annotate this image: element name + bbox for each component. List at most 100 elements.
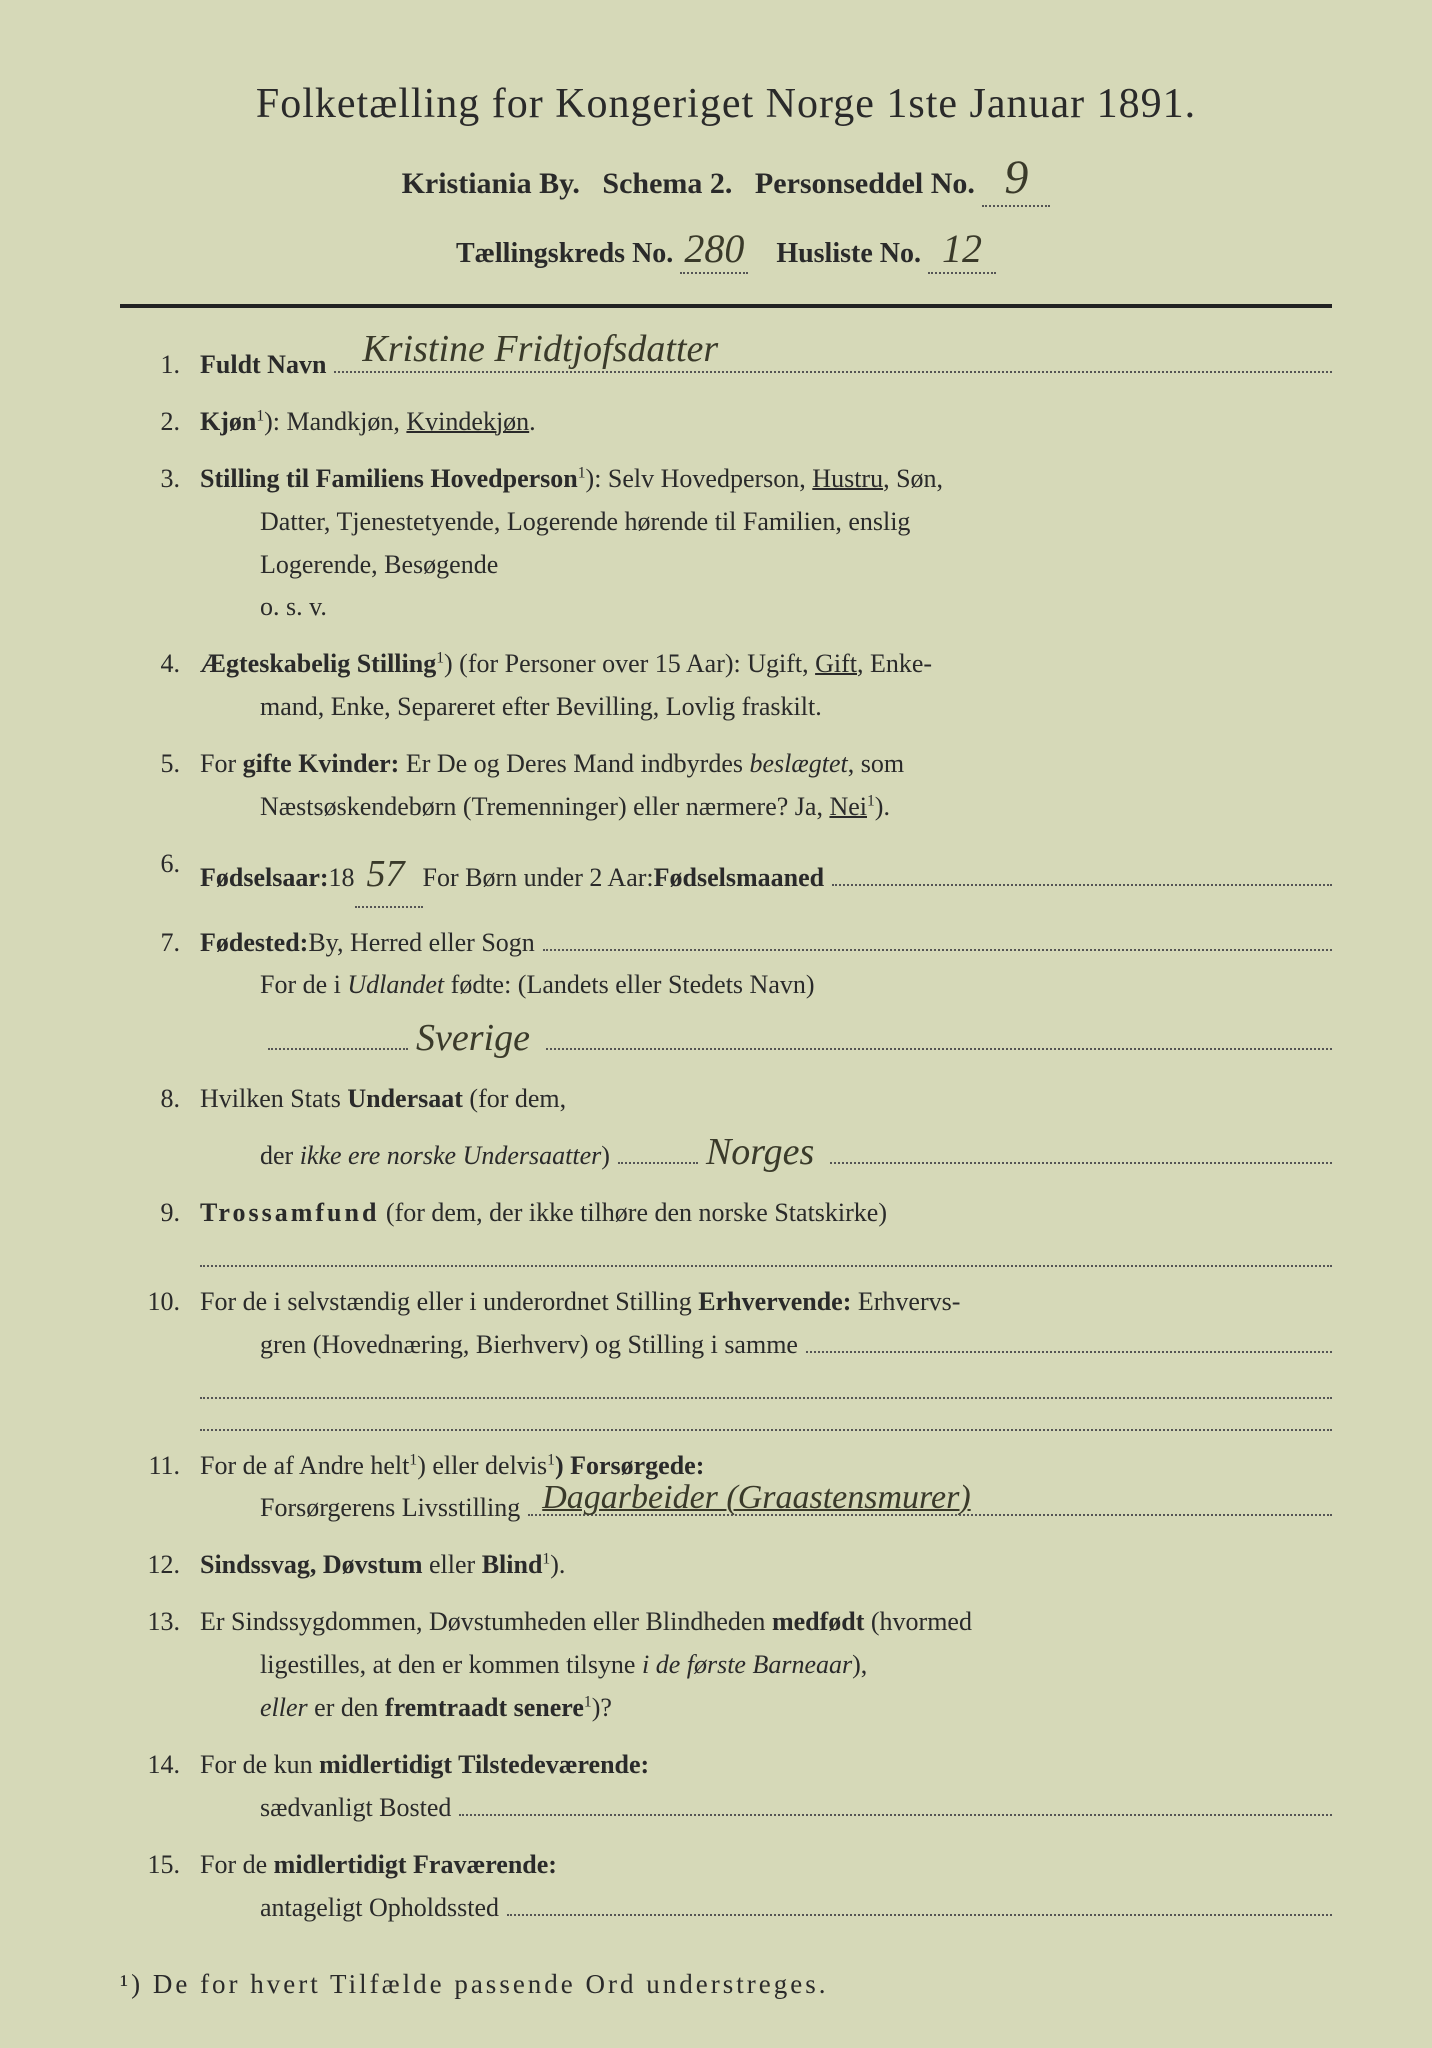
husliste-label: Husliste No. bbox=[776, 238, 921, 269]
city-label: Kristiania By. bbox=[402, 167, 580, 200]
item-7-field1 bbox=[543, 923, 1332, 951]
item-7-body: Fødested: By, Herred eller Sogn For de i… bbox=[200, 922, 1332, 1064]
item-3-body: Stilling til Familiens Hovedperson1): Se… bbox=[200, 458, 1332, 630]
item-14-body: For de kun midlertidigt Tilstedeværende:… bbox=[200, 1744, 1332, 1830]
item-14-field bbox=[459, 1788, 1332, 1816]
item-9-text: (for dem, der ikke tilhøre den norske St… bbox=[379, 1198, 887, 1227]
item-2-body: Kjøn1): Mandkjøn, Kvindekjøn. bbox=[200, 401, 1332, 444]
item-12-num: 12. bbox=[120, 1544, 200, 1587]
person-label: Personseddel No. bbox=[755, 167, 975, 200]
item-6-label2: Fødselsmaaned bbox=[654, 857, 824, 900]
item-14-num: 14. bbox=[120, 1744, 200, 1787]
item-13-text1: Er Sindssygdommen, Døvstumheden eller Bl… bbox=[200, 1607, 772, 1636]
subtitle-2: Tællingskreds No. 280 Husliste No. 12 bbox=[120, 225, 1332, 274]
item-14-cont-label: sædvanligt Bosted bbox=[260, 1787, 451, 1830]
item-5-cont1: Næstsøskendebørn (Tremenninger) eller næ… bbox=[200, 786, 1332, 829]
item-10-line1 bbox=[200, 1373, 1332, 1399]
item-11-cont: Forsørgerens Livsstilling Dagarbeider (G… bbox=[200, 1487, 1332, 1530]
item-5: 5. For gifte Kvinder: Er De og Deres Man… bbox=[120, 743, 1332, 829]
item-15-cont-label: antageligt Opholdssted bbox=[260, 1887, 499, 1930]
item-2-num: 2. bbox=[120, 401, 200, 444]
item-1-field: Kristine Fridtjofsdatter bbox=[334, 345, 1332, 373]
item-6-label: Fødselsaar: bbox=[200, 857, 329, 900]
item-8-cont1: der ikke ere norske Undersaatter) bbox=[260, 1135, 610, 1178]
item-3: 3. Stilling til Familiens Hovedperson1):… bbox=[120, 458, 1332, 630]
item-8-body: Hvilken Stats Undersaat (for dem, der ik… bbox=[200, 1078, 1332, 1178]
item-11-body: For de af Andre helt1) eller delvis1) Fo… bbox=[200, 1445, 1332, 1531]
item-7-num: 7. bbox=[120, 922, 200, 965]
item-13-cont1: ligestilles, at den er kommen tilsyne i … bbox=[200, 1644, 1332, 1687]
item-6-prefix: 18 bbox=[329, 857, 355, 900]
item-12-label2: Blind bbox=[482, 1550, 543, 1579]
item-11-cont-label: Forsørgerens Livsstilling bbox=[260, 1487, 520, 1530]
item-14-lead: For de kun bbox=[200, 1750, 319, 1779]
item-2: 2. Kjøn1): Mandkjøn, Kvindekjøn. bbox=[120, 401, 1332, 444]
item-8-dots-right bbox=[830, 1136, 1332, 1164]
form-header: Folketælling for Kongeriget Norge 1ste J… bbox=[120, 80, 1332, 274]
item-6-year: 57 bbox=[359, 853, 413, 895]
kreds-label: Tællingskreds No. bbox=[456, 238, 673, 269]
item-6-mid: For Børn under 2 Aar: bbox=[423, 857, 654, 900]
item-13-label2: fremtraadt senere bbox=[385, 1693, 584, 1722]
item-7-label: Fødested: bbox=[200, 922, 308, 965]
item-10-line2 bbox=[200, 1405, 1332, 1431]
item-4-cont1: mand, Enke, Separeret efter Bevilling, L… bbox=[200, 686, 1332, 729]
item-7-text: By, Herred eller Sogn bbox=[308, 922, 534, 965]
item-8-label: Undersaat bbox=[347, 1084, 463, 1113]
item-13-cont2b: )? bbox=[592, 1693, 612, 1722]
item-10-dots1 bbox=[806, 1325, 1332, 1353]
item-2-label: Kjøn bbox=[200, 407, 256, 436]
item-8-text2: (for dem, bbox=[463, 1084, 566, 1113]
item-13-cont2: eller er den fremtraadt senere1)? bbox=[200, 1687, 1332, 1730]
item-5-cont1b: ). bbox=[875, 792, 890, 821]
item-1-label: Fuldt Navn bbox=[200, 344, 326, 387]
item-1-num: 1. bbox=[120, 344, 200, 387]
item-9-body: Trossamfund (for dem, der ikke tilhøre d… bbox=[200, 1192, 1332, 1267]
item-14-cont: sædvanligt Bosted bbox=[200, 1787, 1332, 1830]
item-13-body: Er Sindssygdommen, Døvstumheden eller Bl… bbox=[200, 1601, 1332, 1730]
item-10-text2: Erhvervs- bbox=[851, 1287, 960, 1316]
item-5-u1: Nei bbox=[829, 792, 867, 821]
item-4-text1: ) (for Personer over 15 Aar): Ugift, bbox=[444, 649, 815, 678]
item-15: 15. For de midlertidigt Fraværende: anta… bbox=[120, 1844, 1332, 1930]
item-10: 10. For de i selvstændig eller i underor… bbox=[120, 1281, 1332, 1431]
item-8-num: 8. bbox=[120, 1078, 200, 1121]
item-5-lead: For bbox=[200, 749, 243, 778]
item-12-mid: eller bbox=[423, 1550, 482, 1579]
item-6: 6. Fødselsaar: 1857 For Børn under 2 Aar… bbox=[120, 843, 1332, 908]
item-2-tail: . bbox=[529, 407, 536, 436]
subtitle-1: Kristiania By. Schema 2. Personseddel No… bbox=[120, 150, 1332, 207]
item-6-year-field: 57 bbox=[355, 843, 423, 908]
item-7: 7. Fødested: By, Herred eller Sogn For d… bbox=[120, 922, 1332, 1064]
item-4-label: Ægteskabelig Stilling bbox=[200, 649, 436, 678]
item-11-text1: For de af Andre helt bbox=[200, 1451, 409, 1480]
item-15-field bbox=[507, 1888, 1332, 1916]
item-10-cont1: gren (Hovednæring, Bierhverv) og Stillin… bbox=[260, 1324, 798, 1367]
item-11: 11. For de af Andre helt1) eller delvis1… bbox=[120, 1445, 1332, 1531]
item-4-num: 4. bbox=[120, 643, 200, 686]
item-8-dots-left bbox=[618, 1136, 698, 1164]
main-title: Folketælling for Kongeriget Norge 1ste J… bbox=[120, 80, 1332, 128]
item-5-label: gifte Kvinder: bbox=[243, 749, 400, 778]
item-5-cont1a: Næstsøskendebørn (Tremenninger) eller næ… bbox=[260, 792, 829, 821]
item-4-body: Ægteskabelig Stilling1) (for Personer ov… bbox=[200, 643, 1332, 729]
item-6-num: 6. bbox=[120, 843, 200, 886]
item-3-cont2: Logerende, Besøgende bbox=[200, 544, 1332, 587]
item-15-cont: antageligt Opholdssted bbox=[200, 1887, 1332, 1930]
item-2-text: ): Mandkjøn, bbox=[264, 407, 406, 436]
item-15-body: For de midlertidigt Fraværende: antageli… bbox=[200, 1844, 1332, 1930]
item-3-label: Stilling til Familiens Hovedperson bbox=[200, 464, 578, 493]
item-7-dots-left bbox=[268, 1022, 408, 1050]
husliste-no-field: 12 bbox=[928, 225, 996, 274]
item-3-text2: , Søn, bbox=[883, 464, 943, 493]
item-9-line bbox=[200, 1241, 1332, 1267]
item-12-tail: ). bbox=[550, 1550, 565, 1579]
item-3-text1: ): Selv Hovedperson, bbox=[586, 464, 813, 493]
form-items: 1. Fuldt Navn Kristine Fridtjofsdatter 2… bbox=[120, 344, 1332, 1929]
item-4-u1: Gift bbox=[815, 649, 857, 678]
item-9: 9. Trossamfund (for dem, der ikke tilhør… bbox=[120, 1192, 1332, 1267]
item-5-num: 5. bbox=[120, 743, 200, 786]
item-12: 12. Sindssvag, Døvstum eller Blind1). bbox=[120, 1544, 1332, 1587]
item-3-u1: Hustru bbox=[812, 464, 883, 493]
footnote: ¹) De for hvert Tilfælde passende Ord un… bbox=[120, 1969, 1332, 2000]
